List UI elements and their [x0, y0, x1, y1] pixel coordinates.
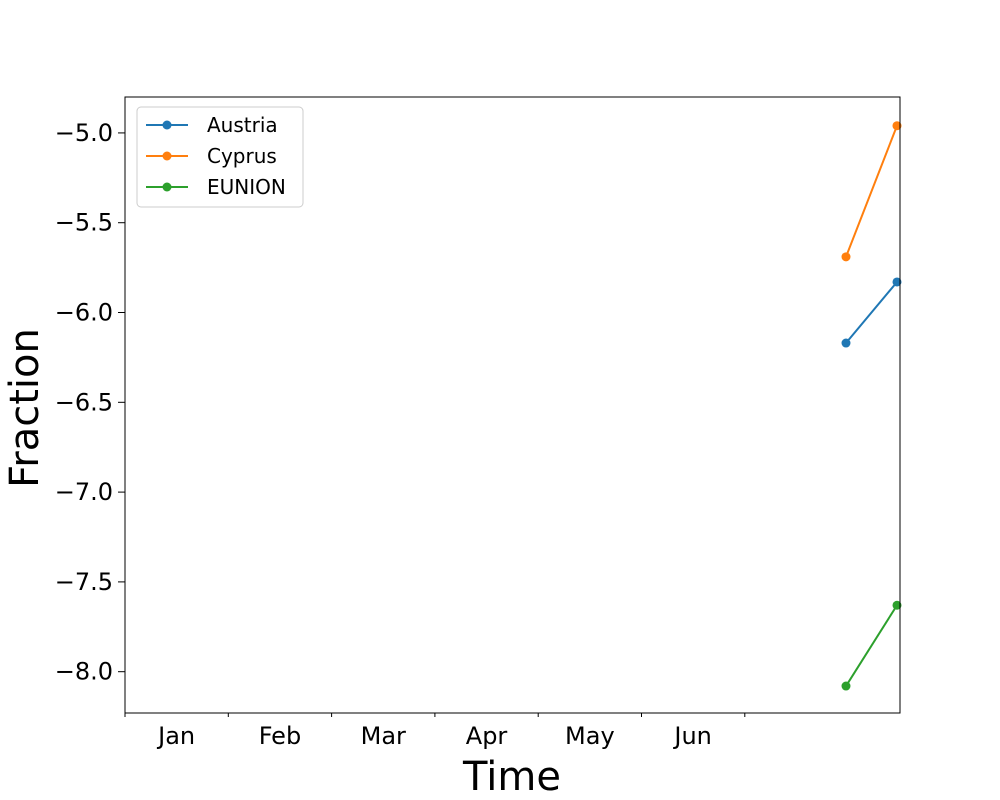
series-point-cyprus [841, 252, 851, 262]
series-line-cyprus [845, 125, 898, 258]
x-tick-label: May [565, 722, 615, 750]
x-tick-label: Mar [361, 722, 406, 750]
series-point-austria [841, 338, 851, 348]
y-tick-label: −6.5 [55, 388, 113, 416]
legend: Austria Cyprus EUNION [136, 106, 304, 208]
x-axis: Jan Feb Mar Apr May Jun [124, 713, 746, 750]
series-line-eunion [845, 604, 898, 687]
legend-label: Cyprus [207, 144, 277, 168]
y-tick-label: −6.0 [55, 299, 113, 327]
y-tick-label: −8.0 [55, 658, 113, 686]
x-tick-label: Jan [156, 722, 195, 750]
y-axis: −5.0 −5.5 −6.0 −6.5 −7.0 −7.5 −8.0 [55, 119, 125, 686]
x-axis-label: Time [462, 754, 561, 800]
series-line-austria [845, 281, 898, 344]
series-point-austria [892, 277, 902, 287]
x-tick-label: Feb [259, 722, 302, 750]
legend-marker [162, 151, 172, 161]
plot-frame [124, 96, 901, 714]
series-point-eunion [841, 681, 851, 691]
y-tick-label: −5.5 [55, 209, 113, 237]
legend-label: Austria [207, 113, 278, 137]
x-tick-label: Apr [466, 722, 508, 750]
series-point-eunion [892, 600, 902, 610]
series-layer [841, 121, 902, 691]
legend-box [136, 106, 304, 208]
y-axis-label: Fraction [2, 328, 48, 488]
legend-label: EUNION [207, 175, 286, 199]
x-tick-label: Jun [672, 722, 712, 750]
legend-marker [162, 120, 172, 130]
legend-marker [162, 182, 172, 192]
y-tick-label: −7.5 [55, 568, 113, 596]
y-tick-label: −5.0 [55, 119, 113, 147]
y-tick-label: −7.0 [55, 478, 113, 506]
series-point-cyprus [892, 121, 902, 131]
